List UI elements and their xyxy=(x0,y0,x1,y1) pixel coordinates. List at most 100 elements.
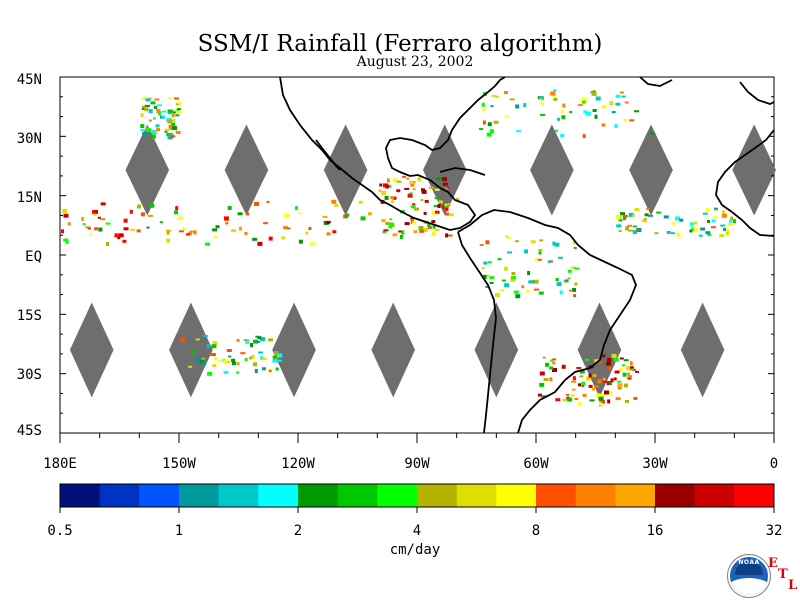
lon-tick-150w: 150W xyxy=(162,456,196,472)
rain-cell xyxy=(635,370,639,373)
rain-cell xyxy=(244,232,248,235)
rain-cell xyxy=(482,274,487,279)
rain-cell xyxy=(146,226,150,229)
colorbar-swatch xyxy=(615,484,656,507)
rain-cell xyxy=(479,128,484,130)
rain-cell xyxy=(576,367,582,369)
rain-cell xyxy=(145,127,149,131)
etl-letter-l: L xyxy=(788,578,798,593)
rain-cell xyxy=(92,213,97,216)
chart-subtitle: August 23, 2002 xyxy=(356,54,474,70)
colorbar-label-1: 1 xyxy=(174,523,184,539)
no-data-swath xyxy=(732,124,776,216)
rain-cell xyxy=(493,120,499,124)
cuba-coast xyxy=(439,167,486,176)
rain-cell xyxy=(636,228,642,232)
rain-cell xyxy=(647,214,653,217)
rain-cell xyxy=(582,134,586,139)
rain-cell xyxy=(236,338,240,342)
rain-cell xyxy=(142,132,148,136)
rain-cell xyxy=(226,349,232,352)
rain-cell xyxy=(171,122,176,127)
rain-cell xyxy=(168,124,174,129)
rain-cell xyxy=(487,261,492,264)
rain-cell xyxy=(672,221,676,226)
rain-cell xyxy=(92,210,96,214)
rain-cell xyxy=(94,227,99,231)
colorbar-swatch xyxy=(655,484,696,507)
rain-cell xyxy=(169,132,173,135)
rain-cell xyxy=(381,191,387,195)
no-data-swath xyxy=(69,302,114,398)
rain-cell xyxy=(570,266,576,269)
colorbar-swatch xyxy=(417,484,458,507)
rain-cell xyxy=(624,101,629,104)
rain-cell xyxy=(358,200,363,204)
rain-cell xyxy=(168,96,172,99)
rain-cell xyxy=(385,221,390,225)
rain-cell xyxy=(589,399,595,402)
rain-cell xyxy=(630,368,635,371)
rain-cell xyxy=(707,220,710,223)
rain-cell xyxy=(254,201,259,206)
rain-cell xyxy=(166,231,170,235)
rain-cell xyxy=(711,226,716,229)
rain-cell xyxy=(613,377,617,381)
rain-cell xyxy=(597,379,602,384)
rain-cell xyxy=(431,220,436,224)
rain-cell xyxy=(421,188,425,192)
rain-cell xyxy=(705,231,711,235)
rain-cell xyxy=(167,109,173,114)
rain-cell xyxy=(569,111,573,113)
rain-cell xyxy=(258,351,263,354)
rain-cell xyxy=(592,109,597,112)
rain-cell xyxy=(571,388,576,391)
rain-cell xyxy=(412,221,416,225)
rain-cell xyxy=(628,375,632,379)
rain-cell xyxy=(581,99,586,104)
chart-title: SSM/I Rainfall (Ferraro algorithm) xyxy=(197,31,603,57)
colorbar-label-0-5: 0.5 xyxy=(47,523,73,539)
rain-cell xyxy=(622,364,626,367)
rain-cell xyxy=(732,219,736,224)
rain-cell xyxy=(515,294,521,299)
rain-cell xyxy=(497,258,502,261)
rain-cell xyxy=(622,214,628,218)
rain-cell xyxy=(481,267,485,269)
rain-cell xyxy=(442,205,446,209)
lat-tick-eq: EQ xyxy=(25,249,42,265)
rain-cell xyxy=(663,215,669,219)
rain-cell xyxy=(559,290,563,295)
rain-cell xyxy=(609,391,613,395)
rain-cell xyxy=(251,354,255,359)
colorbar-swatch xyxy=(734,484,775,507)
rain-cell xyxy=(161,110,167,113)
rain-cell xyxy=(538,96,544,101)
rain-cell xyxy=(123,227,129,231)
rain-cell xyxy=(392,233,398,237)
rain-cell xyxy=(555,398,561,402)
rain-cell xyxy=(510,278,516,282)
rain-cell xyxy=(494,292,500,297)
rain-cell xyxy=(629,119,635,122)
rain-cell xyxy=(485,285,490,288)
rain-cell xyxy=(418,226,423,230)
rain-cell xyxy=(550,91,556,96)
no-data-swath xyxy=(224,124,269,216)
rain-cell xyxy=(598,396,604,401)
lon-tick-0: 0 xyxy=(769,456,779,472)
rain-cell xyxy=(479,244,484,246)
rain-cell xyxy=(61,229,64,234)
rain-cell xyxy=(595,96,601,101)
baja-california-coast xyxy=(315,139,341,171)
noaa-logo-text: NOAA xyxy=(738,559,760,566)
rain-cell xyxy=(481,102,485,107)
etl-letter-t: T xyxy=(778,567,788,582)
rain-cell xyxy=(281,236,286,240)
rain-cell xyxy=(172,119,176,123)
rain-cell xyxy=(706,208,710,213)
rain-cell xyxy=(596,359,602,364)
rain-cell xyxy=(521,285,525,289)
rain-cell xyxy=(482,108,486,112)
rain-cell xyxy=(161,115,165,118)
